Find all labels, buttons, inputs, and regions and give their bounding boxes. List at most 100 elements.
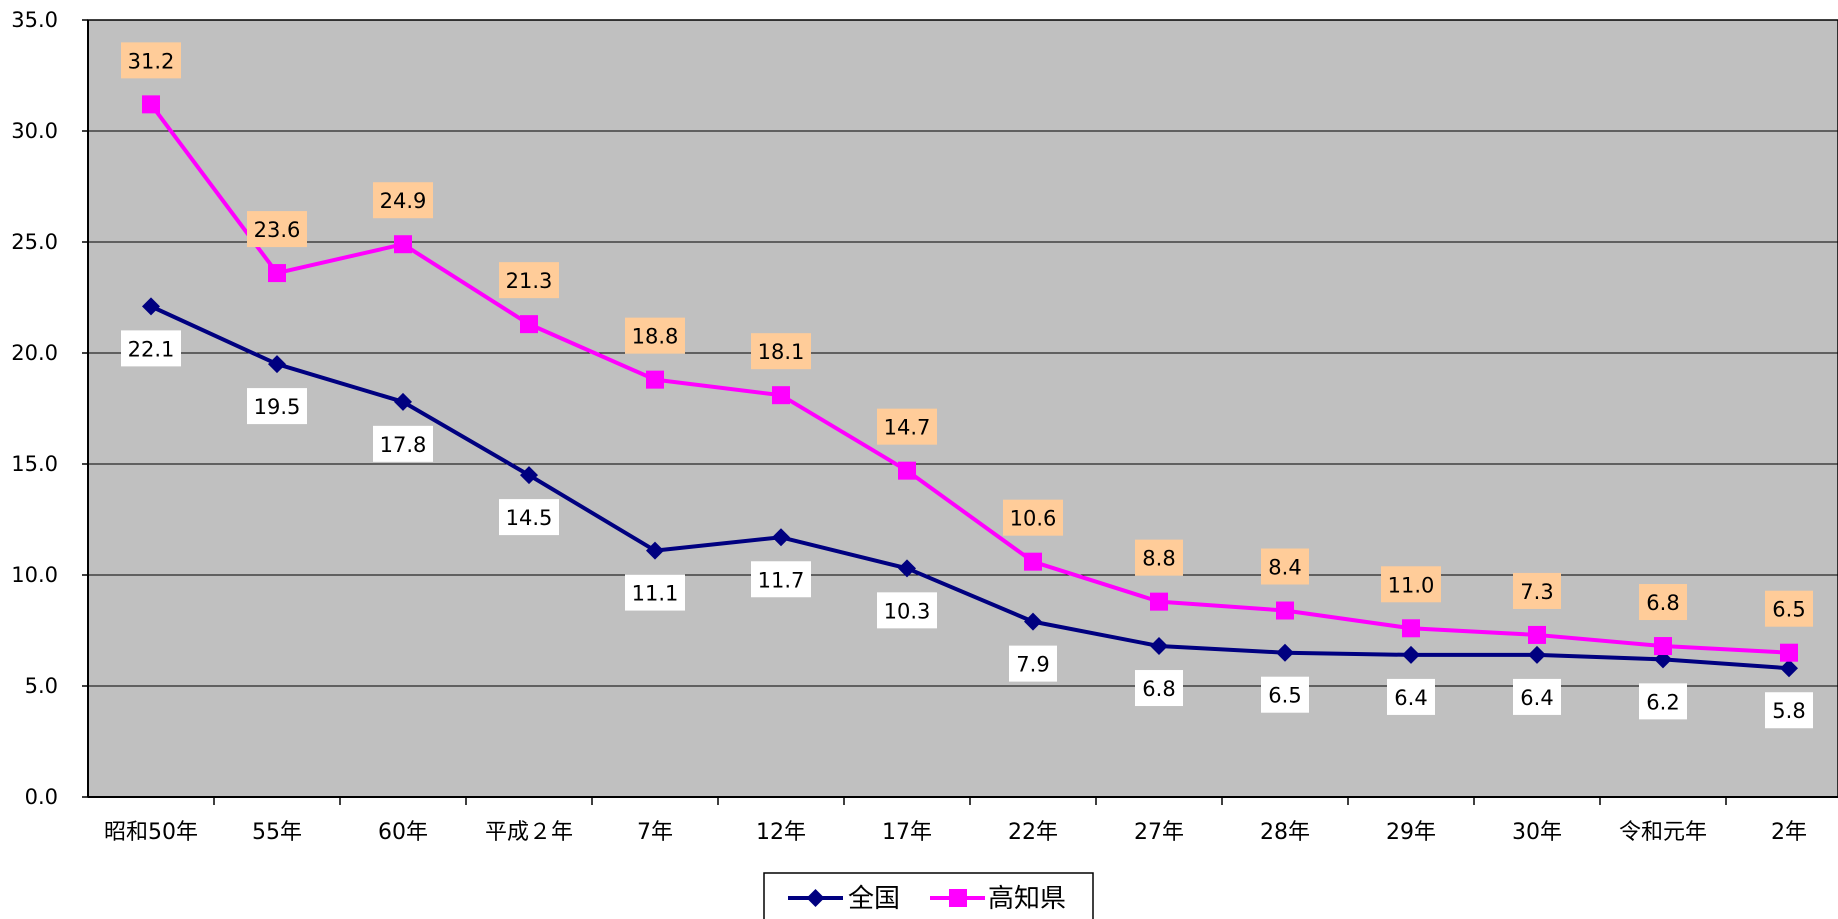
data-label: 11.0 — [1388, 573, 1435, 597]
data-label-box — [1765, 590, 1813, 627]
data-label: 5.8 — [1772, 699, 1805, 723]
data-label-box — [751, 561, 811, 598]
data-label: 22.1 — [128, 337, 175, 361]
data-point-diamond — [898, 559, 916, 578]
data-point-square — [1402, 619, 1420, 638]
data-label: 6.8 — [1142, 677, 1175, 701]
x-tick-label: 28年 — [1260, 820, 1310, 845]
y-tick-label: 15.0 — [11, 452, 58, 476]
x-tick-label: 22年 — [1008, 820, 1058, 845]
data-label-box — [499, 499, 559, 536]
legend-marker-square — [949, 889, 967, 907]
data-label-box — [1639, 683, 1687, 720]
data-label: 6.2 — [1646, 690, 1679, 714]
y-tick-label: 10.0 — [11, 563, 58, 587]
axes: 0.0 5.0 10.0 15.0 20.0 25.0 30.0 35.0 昭和50年 55年 60… — [11, 8, 1838, 845]
data-label: 10.3 — [884, 599, 931, 623]
x-tick-label: 平成２年 — [485, 820, 573, 845]
x-tick-label: 55年 — [252, 820, 302, 845]
data-label-box — [751, 333, 811, 370]
data-label-box — [625, 574, 685, 611]
data-point-square — [1780, 643, 1798, 662]
data-point-diamond — [520, 466, 538, 485]
data-point-square — [142, 95, 160, 114]
y-tick-label: 0.0 — [25, 785, 58, 809]
data-label: 7.9 — [1016, 653, 1049, 677]
data-point-diamond — [1780, 659, 1798, 678]
data-point-square — [1024, 552, 1042, 571]
x-tick-label: 7年 — [637, 820, 673, 845]
data-point-diamond — [1276, 643, 1294, 662]
x-tick-label: 昭和50年 — [104, 820, 198, 845]
data-point-diamond — [268, 355, 286, 374]
y-tick-label: 20.0 — [11, 341, 58, 365]
data-label-box — [1261, 548, 1309, 585]
y-tick-label: 5.0 — [25, 674, 58, 698]
data-label: 18.8 — [632, 325, 679, 349]
data-point-square — [772, 386, 790, 405]
data-point-square — [1150, 592, 1168, 611]
data-label-box — [877, 592, 937, 629]
plot-area — [87, 19, 1838, 798]
data-point-diamond — [1024, 612, 1042, 631]
data-label: 11.1 — [632, 582, 679, 606]
data-labels: 22.1 19.5 17.8 14.5 11.1 11.7 10.3 7.9 6.8 6.5 6.4… — [121, 42, 1813, 729]
data-label-box — [625, 317, 685, 354]
data-label: 7.3 — [1520, 580, 1553, 604]
data-label: 8.8 — [1142, 547, 1175, 571]
data-point-square — [646, 370, 664, 389]
legend-label-national: 全国 — [848, 884, 900, 914]
data-label-box — [1135, 670, 1183, 707]
data-point-square — [1276, 601, 1294, 620]
legend: 全国 高知県 — [763, 872, 1094, 919]
data-label-box — [1261, 676, 1309, 713]
data-label-box — [1003, 499, 1063, 536]
data-label: 18.1 — [758, 340, 805, 364]
data-point-diamond — [142, 297, 160, 316]
x-tick-label: 令和元年 — [1619, 820, 1707, 845]
data-label: 21.3 — [506, 269, 553, 293]
series-line-national — [150, 304, 1790, 671]
data-point-square — [268, 264, 286, 283]
data-label-box — [121, 330, 181, 367]
series-group — [142, 95, 1798, 678]
y-tick-label: 30.0 — [11, 119, 58, 143]
data-label-box — [1009, 645, 1057, 682]
data-label: 11.7 — [758, 568, 805, 592]
data-label: 6.5 — [1268, 684, 1301, 708]
x-tick-label: 29年 — [1386, 820, 1436, 845]
legend-label-kochi: 高知県 — [988, 884, 1066, 914]
data-label: 19.5 — [254, 395, 301, 419]
data-label-box — [247, 388, 307, 425]
x-tick-label: 27年 — [1134, 820, 1184, 845]
data-point-square — [520, 315, 538, 334]
data-point-square — [1528, 625, 1546, 644]
data-label: 6.5 — [1772, 598, 1805, 622]
y-tick-label: 25.0 — [11, 230, 58, 254]
data-point-square — [394, 235, 412, 254]
legend-marker-diamond — [806, 889, 825, 907]
data-label: 10.6 — [1010, 507, 1057, 531]
data-point-square — [898, 461, 916, 480]
data-label-box — [1135, 539, 1183, 576]
series-line-kochi — [149, 103, 1790, 655]
data-label: 6.8 — [1646, 591, 1679, 615]
data-point-diamond — [1402, 645, 1420, 664]
data-label-box — [1513, 678, 1561, 715]
data-label-box — [1387, 678, 1435, 715]
data-label-box — [1765, 692, 1813, 729]
x-tick-label: 2年 — [1771, 820, 1807, 845]
data-label: 23.6 — [254, 218, 301, 242]
data-label: 24.9 — [380, 189, 427, 213]
data-label-box — [373, 425, 433, 462]
data-label: 14.7 — [884, 416, 931, 440]
data-point-diamond — [1150, 637, 1168, 656]
x-tick-label: 30年 — [1512, 820, 1562, 845]
data-label: 6.4 — [1394, 686, 1427, 710]
data-label-box — [247, 211, 307, 248]
data-point-square — [1654, 637, 1672, 656]
data-label: 8.4 — [1268, 556, 1301, 580]
data-point-diamond — [772, 528, 790, 547]
data-point-diamond — [646, 541, 664, 560]
